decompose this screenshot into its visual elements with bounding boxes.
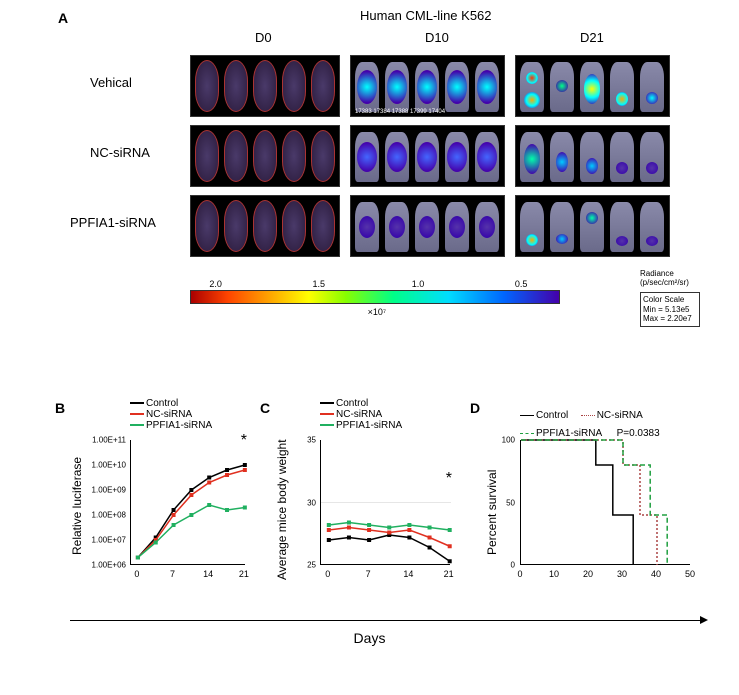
yc2: 35 bbox=[307, 436, 316, 445]
xc0: 0 bbox=[325, 569, 330, 579]
panel-c-star: * bbox=[446, 470, 452, 488]
yd2: 100 bbox=[502, 436, 515, 445]
xb1: 7 bbox=[170, 569, 175, 579]
leg-b-1: NC-siRNA bbox=[146, 409, 192, 420]
yb3: 1.00E+09 bbox=[92, 486, 126, 495]
img-d0-vehicle bbox=[190, 55, 340, 117]
panel-d-label: D bbox=[470, 400, 480, 416]
cb-t2: 1.5 bbox=[312, 279, 325, 289]
radiance-label: Radiance (p/sec/cm²/sr) bbox=[640, 270, 689, 288]
radiance-units: (p/sec/cm²/sr) bbox=[640, 279, 689, 288]
cb-t4: 0.5 bbox=[515, 279, 528, 289]
xd2: 20 bbox=[583, 569, 593, 579]
panel-b-chart: * bbox=[130, 440, 245, 565]
yb4: 1.00E+10 bbox=[92, 461, 126, 470]
leg-c-1: NC-siRNA bbox=[336, 409, 382, 420]
leg-d-1: NC-siRNA bbox=[597, 410, 643, 421]
xc3: 21 bbox=[444, 569, 454, 579]
cb-t3: 1.0 bbox=[412, 279, 425, 289]
img-d21-vehicle bbox=[515, 55, 670, 117]
panel-c-label: C bbox=[260, 400, 270, 416]
yd1: 50 bbox=[506, 498, 515, 507]
xc1: 7 bbox=[366, 569, 371, 579]
panel-b-label: B bbox=[55, 400, 65, 416]
panel-b-svg bbox=[131, 440, 246, 565]
panel-b-yticks: 1.00E+06 1.00E+07 1.00E+08 1.00E+09 1.00… bbox=[80, 440, 128, 565]
img-d0-ppfia1 bbox=[190, 195, 340, 257]
cs-min: Min = 5.13e5 bbox=[643, 305, 697, 315]
cs-title: Color Scale bbox=[643, 295, 697, 305]
days-label: Days bbox=[0, 630, 739, 646]
panel-b-star: * bbox=[241, 432, 247, 450]
xb2: 14 bbox=[203, 569, 213, 579]
yb0: 1.00E+06 bbox=[92, 561, 126, 570]
img-d10-ppfia1 bbox=[350, 195, 505, 257]
panel-c-yticks: 25 30 35 bbox=[290, 440, 318, 565]
xd5: 50 bbox=[685, 569, 695, 579]
imaging-grid: 17383 17384 17388 17399 17404 bbox=[190, 55, 690, 275]
panel-a-label: A bbox=[58, 10, 68, 26]
colorbar: 2.0 1.5 1.0 0.5 ×10⁷ bbox=[190, 290, 560, 304]
col-d0: D0 bbox=[255, 30, 272, 45]
xd3: 30 bbox=[617, 569, 627, 579]
yc1: 30 bbox=[307, 498, 316, 507]
yb2: 1.00E+08 bbox=[92, 511, 126, 520]
row-ppfia1: PPFIA1-siRNA bbox=[70, 215, 156, 230]
leg-c-2: PPFIA1-siRNA bbox=[336, 420, 402, 431]
panel-c-ylabel: Average mice body weight bbox=[275, 439, 289, 580]
cb-t1: 2.0 bbox=[209, 279, 222, 289]
panel-c-chart: * bbox=[320, 440, 450, 565]
img-d21-ppfia1 bbox=[515, 195, 670, 257]
days-arrow-line bbox=[70, 620, 700, 621]
panel-c-legend: Control NC-siRNA PPFIA1-siRNA bbox=[320, 398, 402, 431]
panel-d-legend: Control NC-siRNA PPFIA1-siRNA P=0.0383 bbox=[520, 405, 700, 441]
col-d21: D21 bbox=[580, 30, 604, 45]
panel-d-chart bbox=[520, 440, 690, 565]
leg-b-2: PPFIA1-siRNA bbox=[146, 420, 212, 431]
col-d10: D10 bbox=[425, 30, 449, 45]
yd0: 0 bbox=[511, 561, 515, 570]
leg-d-2: PPFIA1-siRNA bbox=[536, 428, 602, 439]
img-d10-nc bbox=[350, 125, 505, 187]
yb5: 1.00E+11 bbox=[92, 436, 126, 445]
img-d21-nc bbox=[515, 125, 670, 187]
panel-d-yticks: 0 50 100 bbox=[495, 440, 517, 565]
panel-a-title: Human CML-line K562 bbox=[360, 8, 492, 23]
panel-b-legend: Control NC-siRNA PPFIA1-siRNA bbox=[130, 398, 212, 431]
leg-b-0: Control bbox=[146, 398, 178, 409]
xd0: 0 bbox=[517, 569, 522, 579]
row-nc: NC-siRNA bbox=[90, 145, 150, 160]
color-scale-box: Color Scale Min = 5.13e5 Max = 2.20e7 bbox=[640, 292, 700, 327]
days-arrow-head bbox=[700, 616, 708, 624]
panel-d-pvalue: P=0.0383 bbox=[617, 428, 660, 439]
xb3: 21 bbox=[239, 569, 249, 579]
xb0: 0 bbox=[134, 569, 139, 579]
leg-d-0: Control bbox=[536, 410, 568, 421]
img-d10-vehicle: 17383 17384 17388 17399 17404 bbox=[350, 55, 505, 117]
panel-d-svg bbox=[521, 440, 691, 565]
xd4: 40 bbox=[651, 569, 661, 579]
yb1: 1.00E+07 bbox=[92, 536, 126, 545]
xd1: 10 bbox=[549, 569, 559, 579]
cs-max: Max = 2.20e7 bbox=[643, 314, 697, 324]
cb-exp: ×10⁷ bbox=[368, 307, 387, 317]
yc0: 25 bbox=[307, 561, 316, 570]
xc2: 14 bbox=[403, 569, 413, 579]
leg-c-0: Control bbox=[336, 398, 368, 409]
panel-c-svg bbox=[321, 440, 451, 565]
img-d0-nc bbox=[190, 125, 340, 187]
row-vehicle: Vehical bbox=[90, 75, 132, 90]
